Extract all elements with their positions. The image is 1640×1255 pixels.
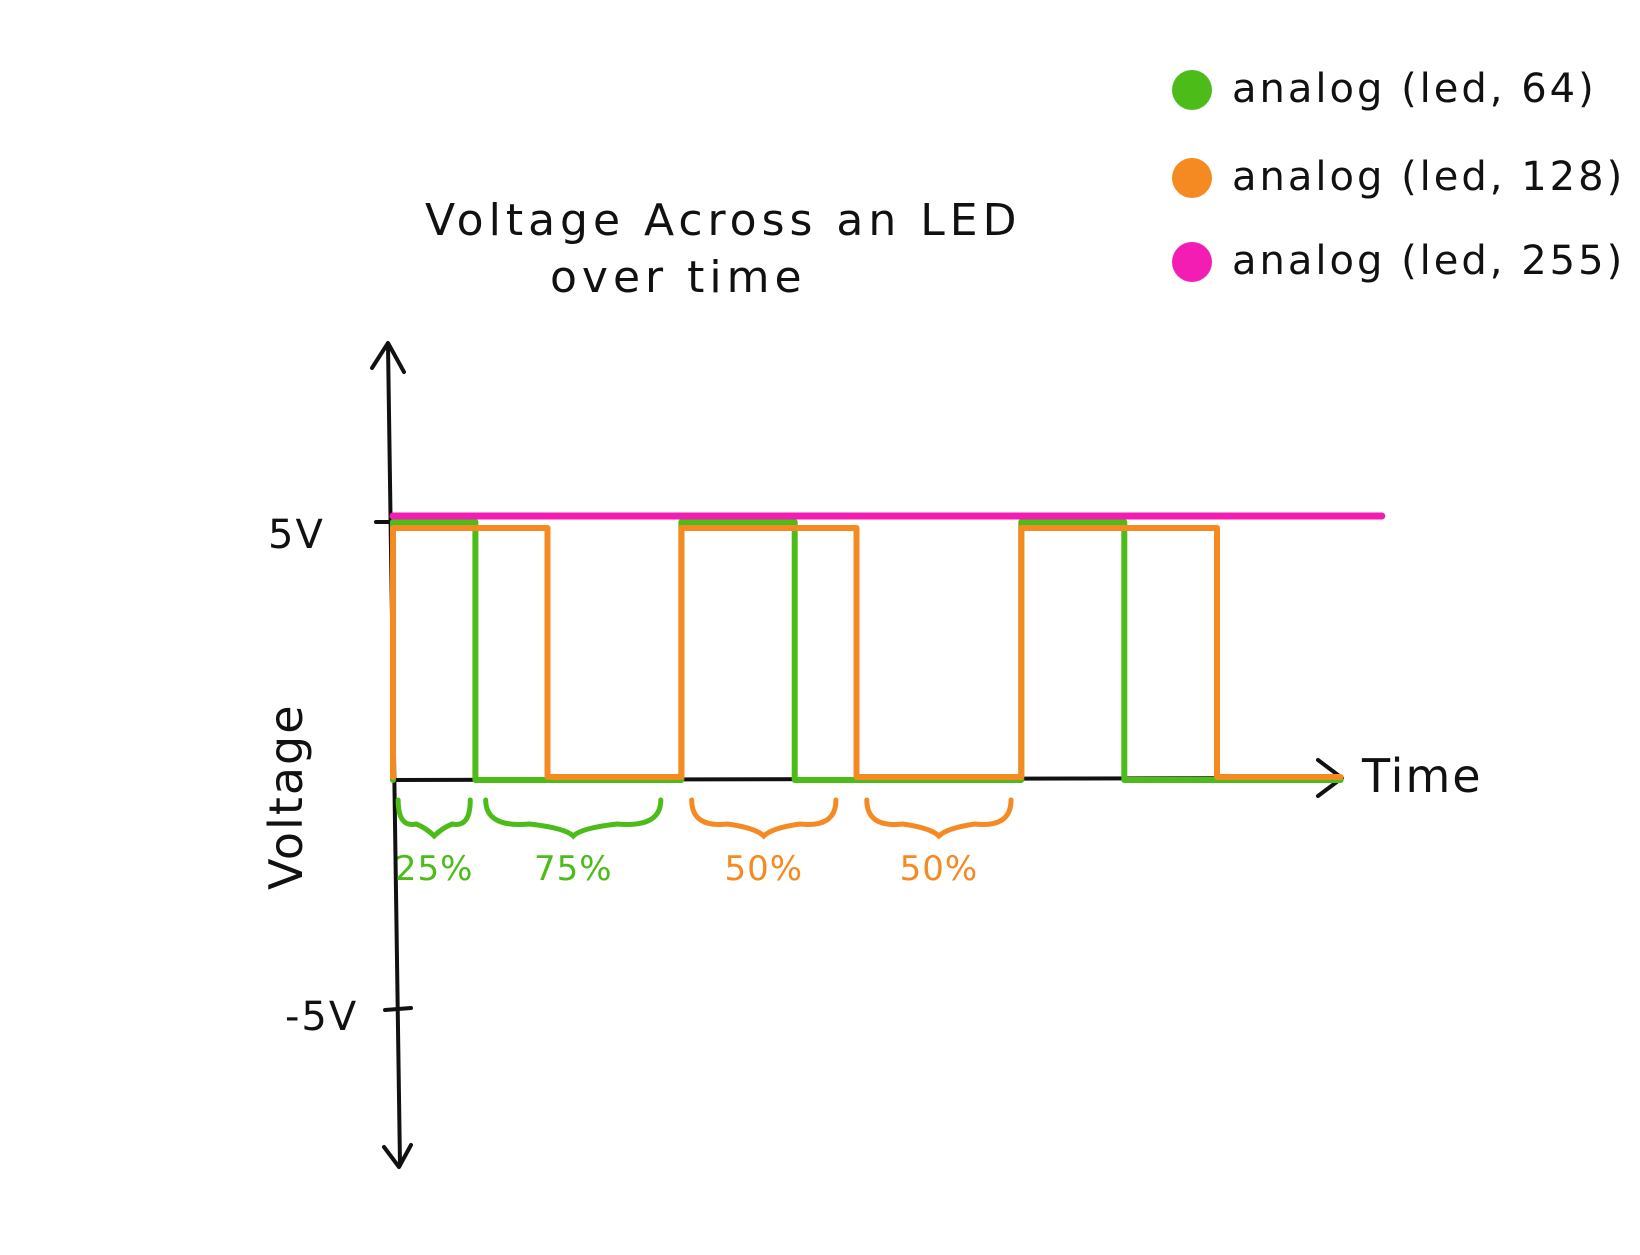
duty-label-4: 50% [900, 849, 979, 889]
legend-swatch-1 [1172, 70, 1212, 110]
y-axis-arrow-bottom [382, 1143, 413, 1169]
y-tick-neg5v [383, 1006, 413, 1012]
chart-title-line1: Voltage Across an LED [425, 195, 1021, 246]
x-axis-label: Time [1361, 749, 1483, 803]
chart-title-line2: over time [550, 252, 807, 303]
legend-label-3: analog (led, 255) [1232, 238, 1625, 284]
series-line-1 [390, 519, 1344, 783]
y-tick-label-neg5v: -5V [285, 994, 358, 1040]
y-axis-arrow-top [370, 341, 406, 374]
legend-label-1: analog (led, 64) [1232, 66, 1597, 112]
annotations: 25% 75% 50% 50% [395, 797, 1014, 889]
duty-brace-3 [689, 797, 839, 840]
series-group [389, 512, 1386, 783]
legend-swatch-3 [1172, 242, 1212, 282]
duty-brace-4 [864, 797, 1014, 840]
legend: analog (led, 64) analog (led, 128) analog … [1172, 66, 1625, 284]
duty-brace-1 [395, 797, 473, 840]
series-line-2 [390, 525, 1344, 780]
duty-label-2: 75% [534, 849, 613, 889]
duty-brace-2 [483, 797, 664, 840]
legend-swatch-2 [1172, 158, 1212, 198]
legend-label-2: analog (led, 128) [1232, 154, 1625, 200]
duty-label-3: 50% [725, 849, 804, 889]
duty-label-1: 25% [395, 849, 474, 889]
y-axis-label: Voltage [259, 703, 313, 890]
y-tick-label-5v: 5V [268, 512, 325, 558]
